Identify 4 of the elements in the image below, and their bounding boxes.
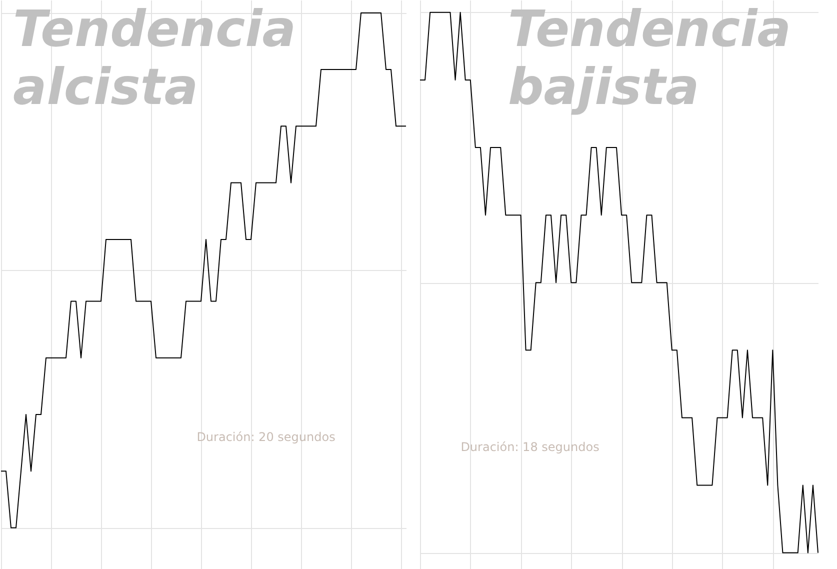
chart-title: Tendencia bajista	[508, 0, 791, 116]
annotation: Duración: 18 segundos	[460, 440, 600, 454]
chart-title: Tendencia alcista	[13, 0, 296, 116]
annotation: Duración: 20 segundos	[196, 430, 336, 444]
